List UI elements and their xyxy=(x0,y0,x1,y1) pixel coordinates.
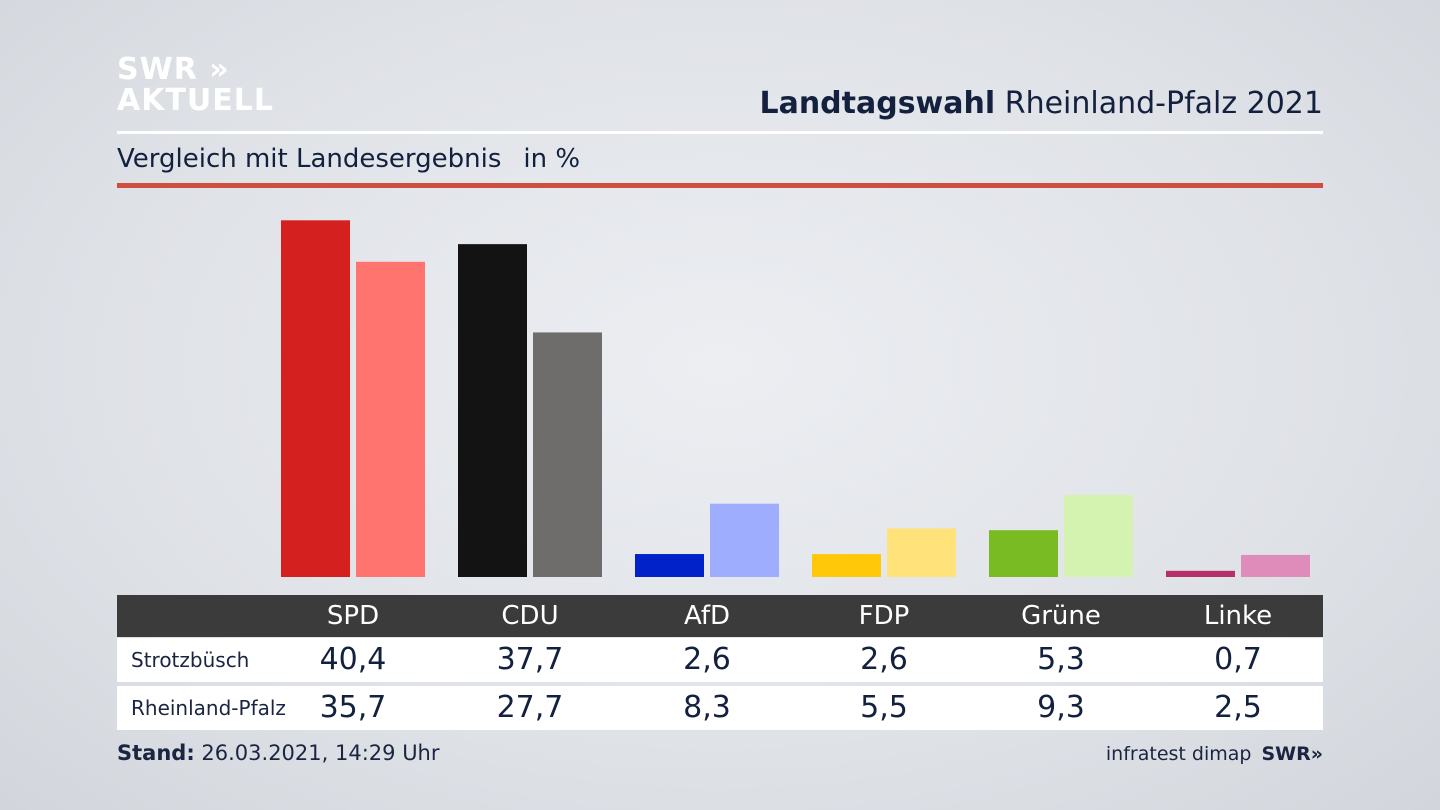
bar-grne-series-2 xyxy=(1064,494,1133,577)
page-title: Landtagswahl Rheinland-Pfalz 2021 xyxy=(759,86,1323,121)
swr-brand: SWR» xyxy=(1261,743,1323,765)
data-label: 9,3 xyxy=(1037,690,1085,725)
title-bold: Landtagswahl xyxy=(759,86,996,121)
bar-fdp-series-1 xyxy=(812,554,881,577)
bar-spd-series-1 xyxy=(281,220,350,578)
column-header: SPD xyxy=(326,601,380,631)
bar-cdu-series-1 xyxy=(458,244,527,577)
column-header: Linke xyxy=(1203,601,1273,631)
data-label: 2,6 xyxy=(860,642,908,677)
timestamp: Stand: 26.03.2021, 14:29 Uhr xyxy=(117,741,440,765)
column-header: Grüne xyxy=(1021,601,1101,631)
data-label: 37,7 xyxy=(496,642,564,677)
row-label: Rheinland-Pfalz xyxy=(131,696,286,720)
logo-line-2: AKTUELL xyxy=(117,83,275,118)
data-label: 5,3 xyxy=(1037,642,1085,677)
bar-spd-series-2 xyxy=(356,261,425,577)
swr-aktuell-logo: SWR » AKTUELL xyxy=(117,54,274,116)
column-header: FDP xyxy=(858,601,910,631)
title-divider xyxy=(117,131,1323,134)
data-label: 2,5 xyxy=(1214,690,1262,725)
bar-linke-series-1 xyxy=(1166,570,1235,577)
data-label: 35,7 xyxy=(319,690,387,725)
column-header: CDU xyxy=(501,601,559,631)
bar-grne-series-1 xyxy=(989,530,1058,577)
stand-label: Stand: xyxy=(117,741,195,765)
accent-divider xyxy=(117,183,1323,188)
table-row: Rheinland-Pfalz 35,7 27,7 8,3 5,5 9,3 2,5 xyxy=(117,686,1323,730)
source-text: infratest dimap xyxy=(1105,743,1252,765)
bar-cdu-series-2 xyxy=(533,332,602,577)
bar-afd-series-1 xyxy=(635,554,704,577)
bar-linke-series-2 xyxy=(1241,554,1310,577)
chart-subtitle: Vergleich mit Landesergebnis in % xyxy=(117,144,580,174)
bar-afd-series-2 xyxy=(710,503,779,577)
logo-line-1: SWR » xyxy=(117,52,230,87)
source-credit: infratest dimap SWR» xyxy=(1106,743,1323,765)
subtitle-text: Vergleich mit Landesergebnis xyxy=(117,144,502,174)
subtitle-unit: in % xyxy=(523,144,581,174)
bar-fdp-series-2 xyxy=(887,528,956,577)
row-label: Strotzbüsch xyxy=(131,648,250,672)
stand-value: 26.03.2021, 14:29 Uhr xyxy=(201,741,440,765)
data-label: 2,6 xyxy=(683,642,731,677)
title-rest: Rheinland-Pfalz 2021 xyxy=(1004,86,1323,121)
table-row: Strotzbüsch 40,4 37,7 2,6 2,6 5,3 0,7 xyxy=(117,638,1323,682)
column-header: AfD xyxy=(683,601,731,631)
table-header: SPD CDU AfD FDP Grüne Linke xyxy=(117,595,1323,637)
data-label: 27,7 xyxy=(496,690,564,725)
data-label: 40,4 xyxy=(319,642,387,677)
data-label: 5,5 xyxy=(860,690,908,725)
data-label: 0,7 xyxy=(1214,642,1262,677)
data-label: 8,3 xyxy=(683,690,731,725)
